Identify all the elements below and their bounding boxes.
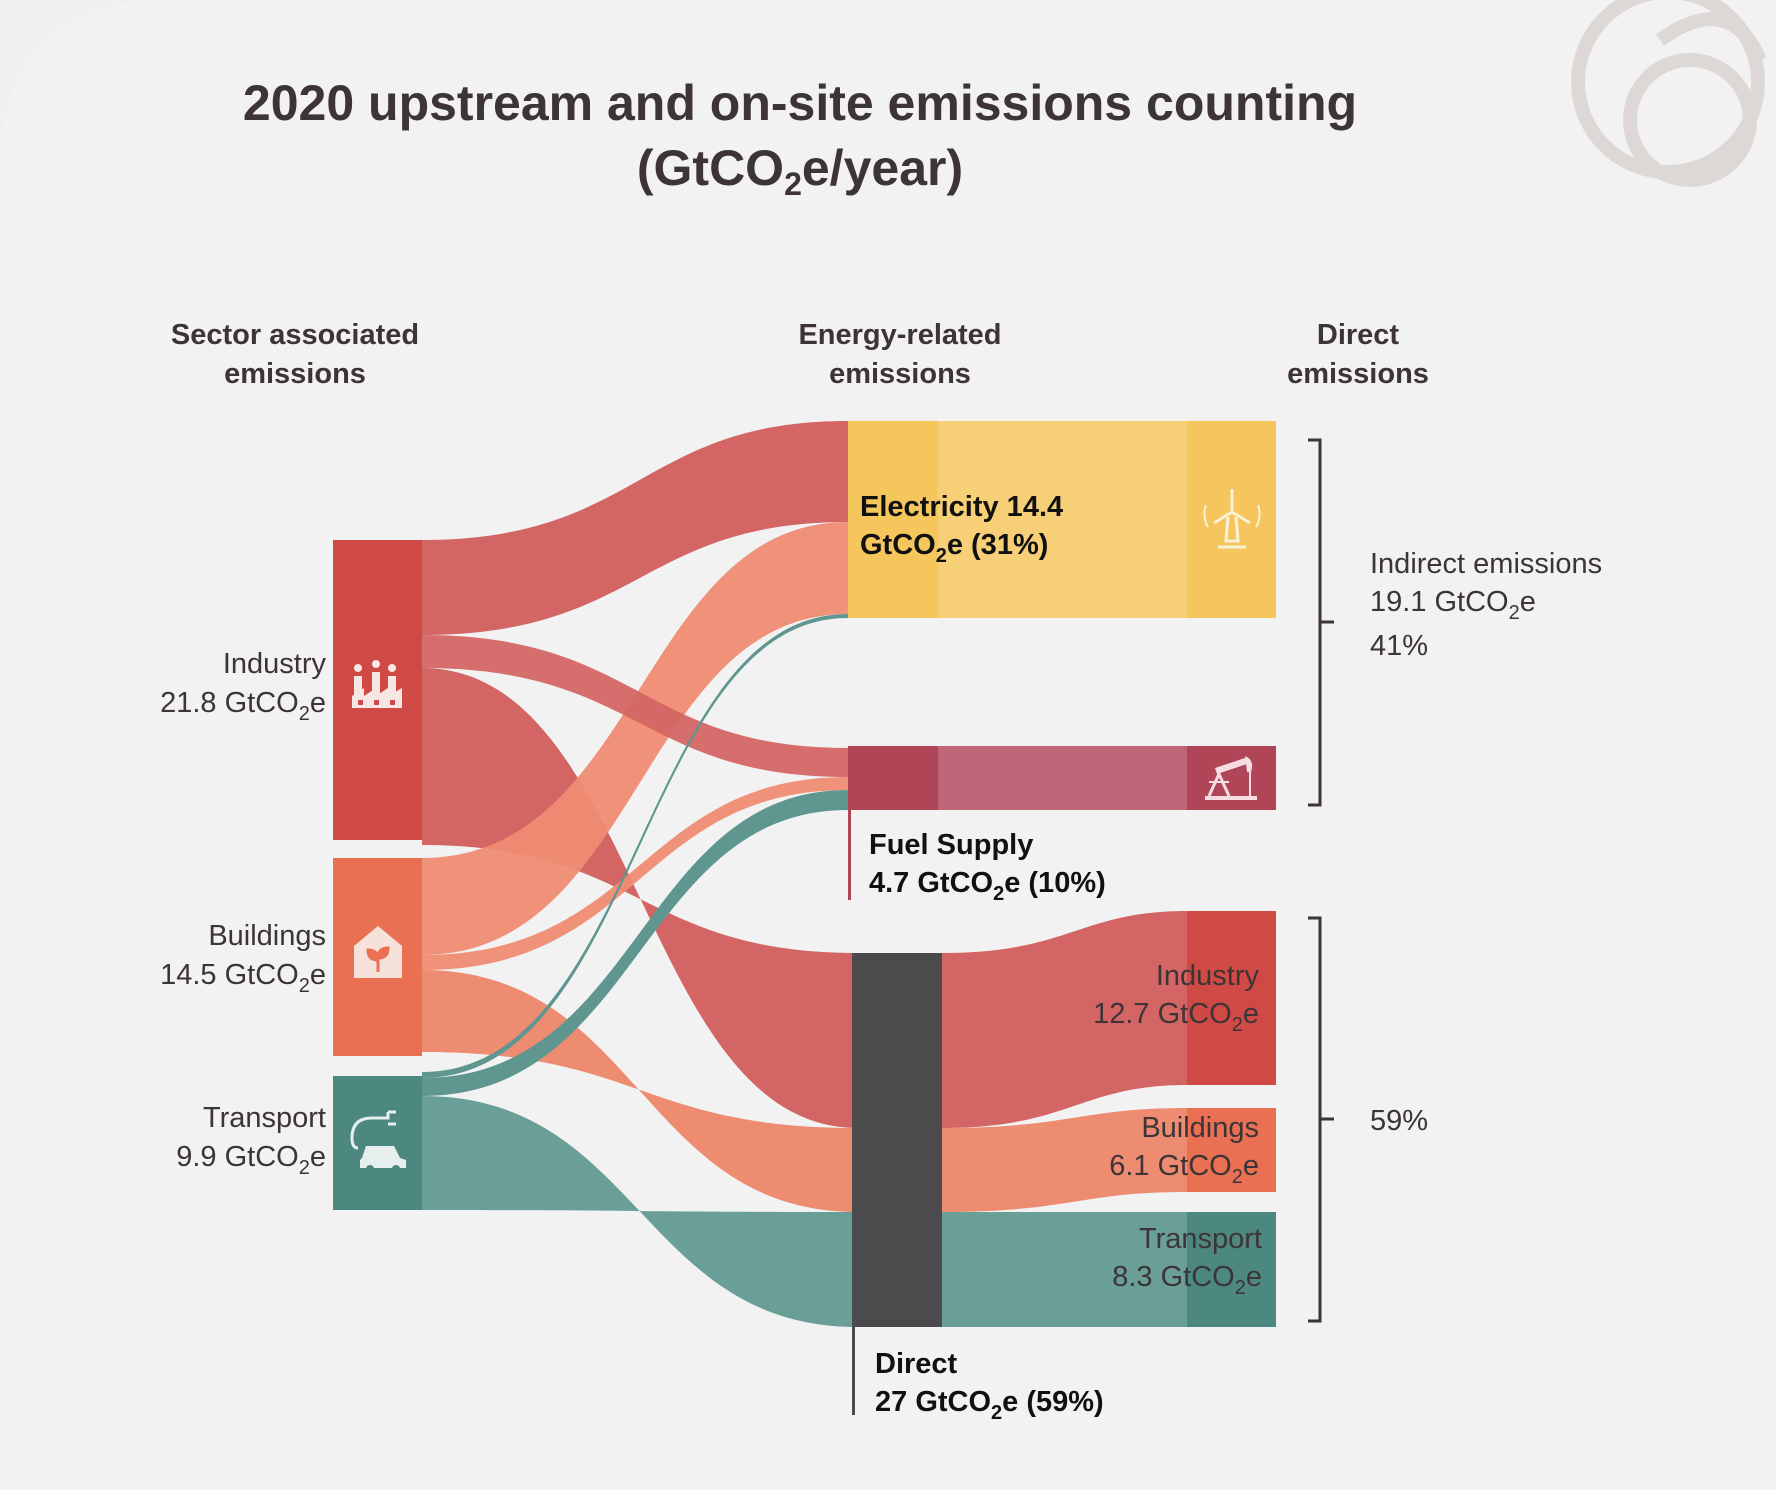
source-label-industry-name: Industry: [223, 648, 327, 680]
source-label-transport-value: 9.9 GtCO2e: [176, 1141, 326, 1179]
electricity-label-line1: Electricity 14.4: [860, 491, 1063, 523]
column-header-direct-line1: Direct: [1317, 319, 1400, 351]
source-label-industry-value: 21.8 GtCO2e: [160, 687, 326, 725]
direct-node-marker: [852, 1327, 855, 1415]
link-transport-to-direct: [422, 1096, 858, 1327]
direct-label-line1: Direct: [875, 1348, 958, 1380]
electric-car-icon: [350, 1110, 406, 1173]
node-direct-industry: [1187, 911, 1276, 1085]
link-buildings-to-fuel: [422, 777, 848, 970]
source-label-buildings-value: 14.5 GtCO2e: [160, 959, 326, 997]
column-header-sector-line1: Sector associated: [171, 319, 419, 351]
electricity-label-line2: GtCO2e (31%): [860, 529, 1048, 567]
factory-icon: [352, 660, 402, 708]
chart-title-line1: 2020 upstream and on-site emissions coun…: [243, 75, 1357, 131]
output-label-transport-value: 8.3 GtCO2e: [1112, 1261, 1262, 1299]
output-label-industry-name: Industry: [1156, 960, 1260, 992]
wind-turbine-icon: [1203, 489, 1261, 549]
column-header-energy-line1: Energy-related: [798, 319, 1001, 351]
brand-logo-icon: [1571, 0, 1767, 187]
direct-emissions-percent: 59%: [1370, 1105, 1428, 1137]
link-industry-to-electricity: [422, 421, 848, 635]
direct-label-line2: 27 GtCO2e (59%): [875, 1386, 1104, 1424]
link-direct-to-buildings: [942, 1108, 1187, 1212]
node-electricity: [848, 421, 1276, 618]
node-transport: [333, 1076, 422, 1210]
source-label-buildings-name: Buildings: [208, 920, 326, 952]
node-fuel-supply: [848, 746, 1276, 900]
fuel-supply-label-line1: Fuel Supply: [869, 829, 1033, 861]
house-leaf-icon: [354, 926, 402, 978]
bracket-indirect: [1308, 438, 1334, 807]
link-transport-to-fuel: [422, 790, 848, 1096]
indirect-emissions-percent: 41%: [1370, 630, 1428, 662]
bracket-direct: [1308, 916, 1334, 1323]
link-direct-to-industry: [942, 911, 1187, 1128]
output-label-industry-value: 12.7 GtCO2e: [1093, 998, 1259, 1036]
output-label-buildings-value: 6.1 GtCO2e: [1109, 1150, 1259, 1188]
node-direct-buildings: [1187, 1108, 1276, 1192]
column-header-sector-line2: emissions: [224, 358, 366, 390]
node-direct: [852, 953, 942, 1327]
link-industry-to-fuel: [422, 635, 848, 777]
fuel-supply-label-line2: 4.7 GtCO2e (10%): [869, 867, 1106, 905]
sankey-links: [422, 421, 858, 1327]
oil-pump-icon: [1205, 756, 1257, 800]
link-industry-to-direct: [422, 668, 858, 1128]
indirect-emissions-label: Indirect emissions: [1370, 548, 1602, 580]
node-direct-transport: [1187, 1212, 1276, 1327]
column-header-energy-line2: emissions: [829, 358, 971, 390]
link-buildings-to-electricity: [422, 522, 848, 955]
source-label-transport-name: Transport: [203, 1102, 326, 1134]
link-buildings-to-direct: [422, 970, 858, 1212]
link-direct-to-transport: [942, 1212, 1187, 1327]
indirect-emissions-value: 19.1 GtCO2e: [1370, 586, 1536, 624]
column-header-direct-line2: emissions: [1287, 358, 1429, 390]
output-label-buildings-name: Buildings: [1141, 1112, 1259, 1144]
output-label-transport-name: Transport: [1139, 1223, 1262, 1255]
chart-title-line2: (GtCO2e/year): [637, 140, 963, 202]
